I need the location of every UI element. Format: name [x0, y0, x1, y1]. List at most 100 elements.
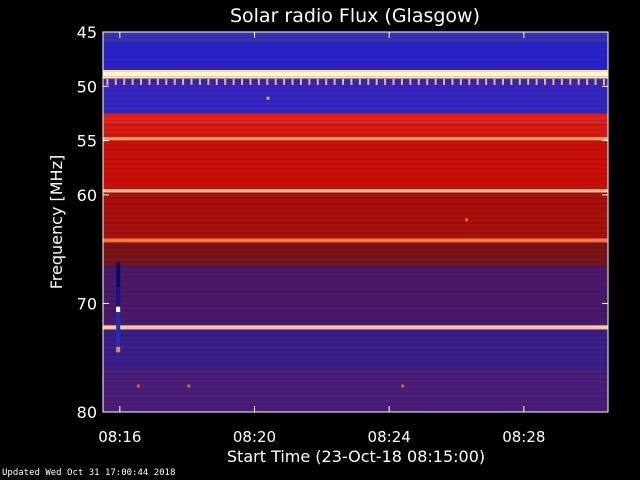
band-9: [103, 192, 608, 239]
texture-row: [103, 110, 608, 112]
texture-row: [103, 266, 608, 268]
texture-row: [103, 90, 608, 92]
speck-2: [187, 384, 191, 388]
texture-row: [103, 339, 608, 341]
texture-row: [103, 183, 608, 185]
texture-row: [103, 198, 608, 200]
comb-tick: [173, 78, 176, 85]
texture-row: [103, 217, 608, 219]
texture-row: [103, 124, 608, 126]
texture-row: [103, 295, 608, 297]
y-tick-label-3: 60: [77, 186, 97, 205]
comb-tick: [224, 78, 227, 85]
band-12: [103, 265, 608, 326]
texture-row: [103, 403, 608, 405]
comb-tick: [493, 78, 496, 85]
comb-tick: [325, 78, 328, 85]
texture-row: [103, 378, 608, 380]
speck-0: [266, 96, 270, 100]
texture-row: [103, 75, 608, 77]
texture-row: [103, 41, 608, 43]
comb-tick: [283, 78, 286, 85]
texture-row: [103, 173, 608, 175]
texture-row: [103, 310, 608, 312]
band-14: [103, 329, 608, 369]
comb-tick: [114, 78, 117, 85]
texture-row: [103, 51, 608, 53]
speck-3: [401, 384, 405, 388]
comb-tick: [459, 78, 462, 85]
texture-row: [103, 251, 608, 253]
texture-row: [103, 149, 608, 151]
comb-tick: [577, 78, 580, 85]
comb-tick: [333, 78, 336, 85]
comb-tick: [527, 78, 530, 85]
comb-tick: [417, 78, 420, 85]
comb-tick: [241, 78, 244, 85]
x-tick-label-0: 08:16: [98, 428, 141, 446]
texture-row: [103, 330, 608, 332]
texture-row: [103, 159, 608, 161]
texture-row: [103, 80, 608, 82]
texture-row: [103, 100, 608, 102]
comb-tick: [358, 78, 361, 85]
texture-row: [103, 305, 608, 307]
texture-row: [103, 374, 608, 375]
texture-row: [103, 168, 608, 170]
comb-tick: [291, 78, 294, 85]
texture-row: [103, 139, 608, 141]
texture-row: [103, 61, 608, 63]
texture-row: [103, 232, 608, 234]
texture-row: [103, 212, 608, 214]
texture-row: [103, 105, 608, 107]
texture-row: [103, 315, 608, 317]
burst-segment-0: [116, 262, 121, 288]
comb-tick: [165, 78, 168, 85]
texture-row: [103, 354, 608, 356]
bright-line-4: [103, 325, 608, 329]
comb-tick: [367, 78, 370, 85]
comb-tick: [375, 78, 378, 85]
x-tick-label-3: 08:28: [502, 428, 545, 446]
comb-tick: [510, 78, 513, 85]
texture-row: [103, 56, 608, 58]
texture-row: [103, 71, 608, 73]
comb-tick: [518, 78, 521, 85]
comb-tick: [299, 78, 302, 85]
texture-row: [103, 163, 608, 165]
texture-row: [103, 46, 608, 48]
y-tick-label-4: 70: [77, 294, 97, 313]
y-tick-label-1: 50: [77, 77, 97, 96]
texture-row: [103, 129, 608, 131]
texture-row: [103, 144, 608, 146]
comb-tick: [266, 78, 269, 85]
comb-tick: [392, 78, 395, 85]
texture-row: [103, 290, 608, 292]
texture-row: [103, 115, 608, 117]
band-0: [103, 32, 608, 43]
texture-row: [103, 349, 608, 351]
y-axis-label: Frequency [MHz]: [47, 155, 66, 289]
comb-tick: [316, 78, 319, 85]
x-axis-label: Start Time (23-Oct-18 08:15:00): [227, 447, 485, 466]
texture-row: [103, 66, 608, 68]
texture-row: [103, 281, 608, 283]
texture-row: [103, 85, 608, 87]
comb-tick: [476, 78, 479, 85]
comb-tick: [274, 78, 277, 85]
texture-row: [103, 261, 608, 263]
comb-tick: [232, 78, 235, 85]
texture-row: [103, 242, 608, 244]
comb-tick: [468, 78, 471, 85]
comb-tick: [544, 78, 547, 85]
texture-row: [103, 408, 608, 410]
band-1: [103, 42, 608, 70]
comb-tick: [257, 78, 260, 85]
texture-row: [103, 36, 608, 38]
texture-row: [103, 203, 608, 204]
bright-line-0: [103, 71, 608, 76]
band-11: [103, 242, 608, 266]
texture-row: [103, 95, 608, 97]
comb-tick: [182, 78, 185, 85]
